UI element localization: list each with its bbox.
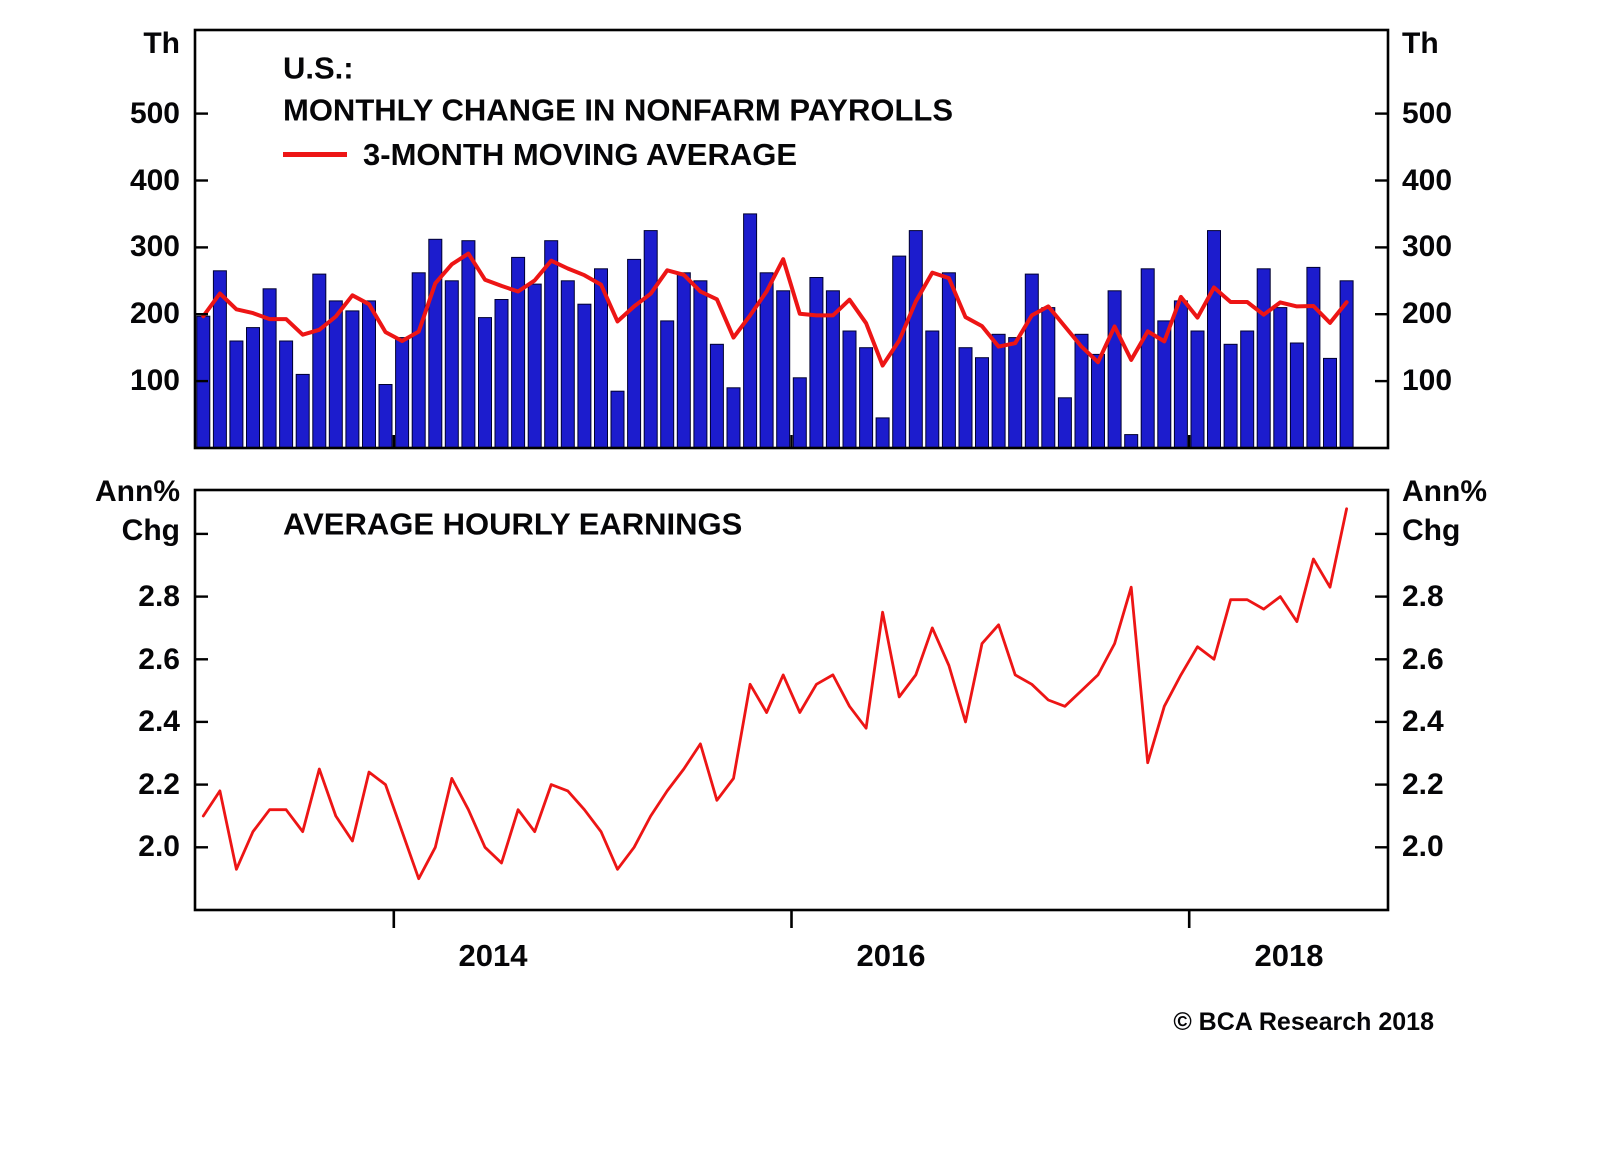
chart-title-line2: MONTHLY CHANGE IN NONFARM PAYROLLS	[283, 92, 953, 128]
xtick-year-2018: 2018	[1254, 938, 1324, 973]
ytick-label: 2.6	[138, 643, 180, 676]
earnings-line	[201, 507, 1348, 881]
unit-annpct-left: Ann%	[95, 475, 180, 508]
ytick-label: 2.4	[1402, 705, 1444, 738]
ytick-label: 2.0	[138, 830, 180, 863]
ytick-label: 2.6	[1402, 643, 1444, 676]
payroll-bars	[196, 213, 1354, 449]
moving-average-line	[201, 251, 1349, 368]
unit-th-left: Th	[143, 27, 180, 60]
ytick-label: 2.4	[138, 705, 180, 738]
ytick-label: 100	[1402, 364, 1453, 397]
legend-label: 3-MONTH MOVING AVERAGE	[363, 137, 798, 172]
ytick-label: 400	[129, 164, 180, 197]
ytick-label: 300	[1402, 230, 1453, 263]
ytick-label: 400	[1402, 164, 1453, 197]
unit-annpct-right: Ann%	[1402, 475, 1487, 508]
ytick-label: 500	[129, 97, 180, 130]
unit-chg-left: Chg	[121, 514, 180, 547]
bottom-chart-title: AVERAGE HOURLY EARNINGS	[283, 506, 743, 542]
ytick-label: 200	[129, 297, 180, 330]
copyright-text: © BCA Research 2018	[1173, 1008, 1434, 1036]
axis-ticks	[195, 112, 1388, 928]
ytick-label: 2.2	[138, 768, 180, 801]
ytick-label: 300	[129, 230, 180, 263]
ytick-label: 2.8	[1402, 580, 1444, 613]
unit-chg-right: Chg	[1402, 514, 1461, 547]
legend-swatch-red-line	[283, 152, 347, 157]
ytick-label: 500	[1402, 97, 1453, 130]
unit-th-right: Th	[1402, 27, 1439, 60]
ytick-label: 100	[129, 364, 180, 397]
ytick-label: 2.8	[138, 580, 180, 613]
ytick-label: 2.2	[1402, 768, 1444, 801]
xtick-year-2014: 2014	[458, 938, 528, 973]
chart-title-line1: U.S.:	[283, 50, 354, 86]
ytick-label: 200	[1402, 297, 1453, 330]
xtick-year-2016: 2016	[856, 938, 926, 973]
ytick-label: 2.0	[1402, 830, 1444, 863]
legend: 3-MONTH MOVING AVERAGE	[283, 139, 797, 170]
